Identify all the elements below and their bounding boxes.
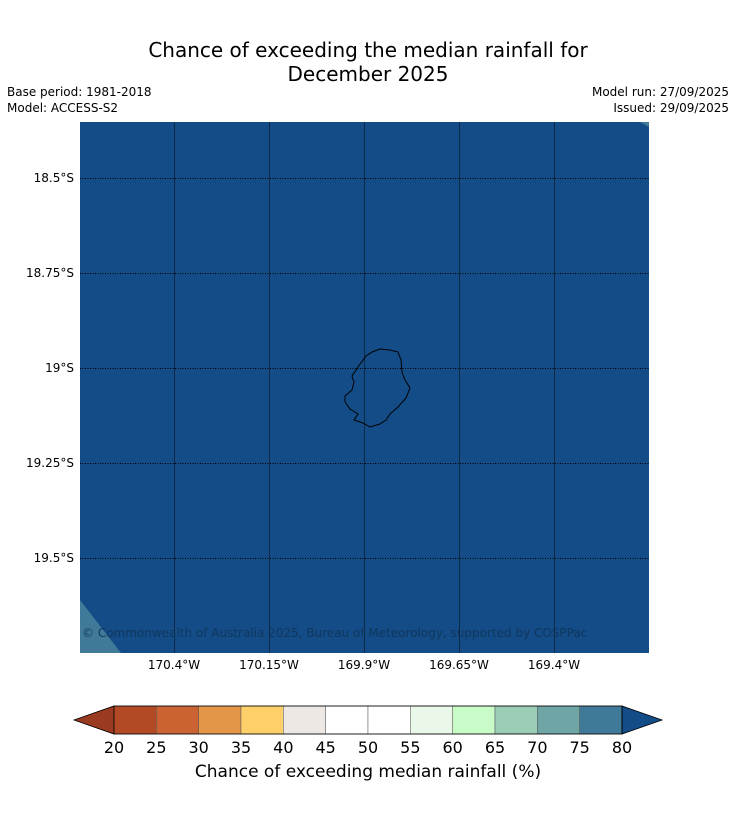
colorbar-tick-25: 25 xyxy=(146,738,167,757)
lat-label-18-75s: 18.75°S xyxy=(26,266,74,280)
meta-right: Model run: 27/09/2025 Issued: 29/09/2025 xyxy=(592,84,729,116)
colorbar-bin-65-70 xyxy=(494,705,538,735)
colorbar-tick-20: 20 xyxy=(103,738,125,757)
issued-date: Issued: 29/09/2025 xyxy=(613,101,729,115)
colorbar-tick-60: 60 xyxy=(442,738,463,757)
lon-label-169-4w: 169.4°W xyxy=(527,658,581,672)
title-line-2: December 2025 xyxy=(287,62,449,86)
model-run: Model run: 27/09/2025 xyxy=(591,85,729,99)
base-period: Base period: 1981-2018 xyxy=(7,85,152,99)
colorbar-tick-65: 65 xyxy=(484,738,506,757)
colorbar-tick-70: 70 xyxy=(527,738,548,757)
colorbar-tick-45: 45 xyxy=(315,738,336,757)
meta-left: Base period: 1981-2018 Model: ACCESS-S2 xyxy=(7,84,152,116)
lon-label-170-15w: 170.15°W xyxy=(239,658,299,672)
model-name: Model: ACCESS-S2 xyxy=(7,101,119,115)
colorbar-bin-40-45 xyxy=(283,705,326,735)
lat-label-18-5s: 18.5°S xyxy=(33,171,74,185)
lat-label-19-5s: 19.5°S xyxy=(33,551,74,565)
lat-label-19-25s: 19.25°S xyxy=(26,456,74,470)
colorbar-bin-20-25 xyxy=(113,705,157,735)
colorbar-tick-50: 50 xyxy=(357,738,379,757)
lon-label-169-9w: 169.9°W xyxy=(337,658,391,672)
copyright-notice: © Commonwealth of Australia 2025, Bureau… xyxy=(82,626,588,640)
lon-label-170-4w: 170.4°W xyxy=(147,658,201,672)
lower-category-wedge xyxy=(80,600,121,653)
colorbar-bin-45-50 xyxy=(325,705,369,735)
top-right-wedge xyxy=(640,122,649,127)
colorbar-tick-75: 75 xyxy=(569,738,590,757)
colorbar-tick-40: 40 xyxy=(273,738,294,757)
meridians xyxy=(174,122,555,653)
colorbar-bin-70-75 xyxy=(537,705,580,735)
colorbar-bin-50-55 xyxy=(367,705,411,735)
lat-label-19s: 19°S xyxy=(45,361,74,375)
colorbar-bin-35-40 xyxy=(240,705,284,735)
colorbar-bin-55-60 xyxy=(410,705,453,735)
colorbar-under-arrow xyxy=(72,705,115,735)
colorbar-over-arrow xyxy=(621,705,664,735)
colorbar-bin-25-30 xyxy=(156,705,199,735)
colorbar-tick-80: 80 xyxy=(611,738,633,757)
lon-label-169-65w: 169.65°W xyxy=(429,658,489,672)
chart-title: Chance of exceeding the median rainfall … xyxy=(0,38,736,86)
colorbar-tick-35: 35 xyxy=(230,738,252,757)
title-line-1: Chance of exceeding the median rainfall … xyxy=(148,38,588,62)
colorbar-tick-30: 30 xyxy=(188,738,209,757)
colorbar-tick-55: 55 xyxy=(400,738,421,757)
island-outline xyxy=(344,348,411,428)
colorbar-label: Chance of exceeding median rainfall (%) xyxy=(194,762,542,782)
colorbar-bin-75-80 xyxy=(579,705,623,735)
colorbar-frame xyxy=(113,705,623,735)
colorbar-bin-30-35 xyxy=(198,705,242,735)
colorbar-bin-60-65 xyxy=(452,705,496,735)
